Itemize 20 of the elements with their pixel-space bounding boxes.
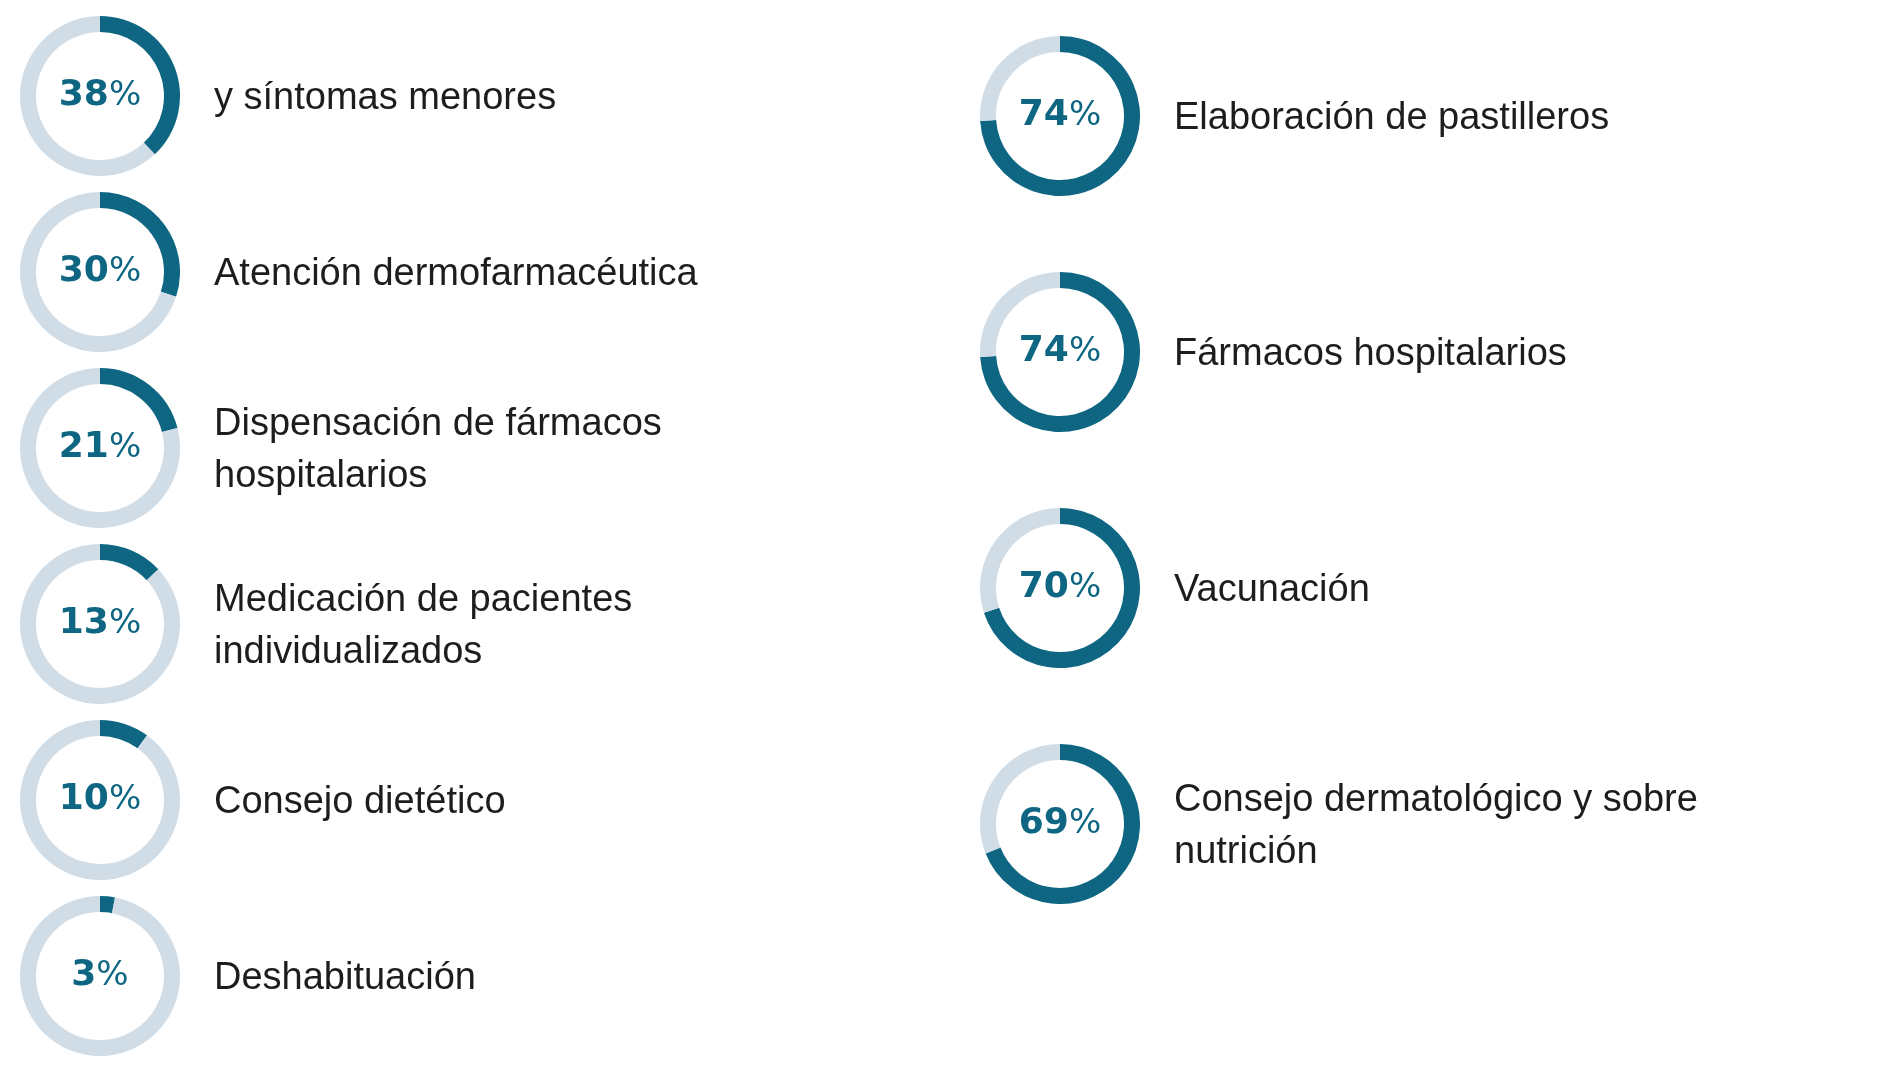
data-label: 38% (58, 72, 142, 114)
data-label: 74% (1018, 328, 1102, 370)
data-label: 10% (58, 776, 142, 818)
text: Medicación de pacientes individualizados (214, 576, 634, 673)
data-label: 69% (1018, 800, 1102, 842)
text: Deshabituación (214, 954, 477, 999)
data-label: 74% (1018, 92, 1102, 134)
text: Dispensación de fármacos hospitalarios (214, 400, 663, 497)
text: Elaboración de pastilleros (1174, 94, 1611, 139)
data-label: 13% (58, 600, 142, 642)
text: Atención dermofarmacéutica (214, 250, 699, 295)
data-label: 70% (1018, 564, 1102, 606)
text: Vacunación (1174, 566, 1371, 611)
data-label: 3% (71, 952, 129, 994)
data-label: 30% (58, 248, 142, 290)
text: Consejo dietético (214, 778, 507, 823)
text: Consejo dermatológico y sobre nutrición (1174, 776, 1699, 873)
data-label: 21% (58, 424, 142, 466)
text: Fármacos hospitalarios (1174, 330, 1568, 375)
text: y síntomas menores (214, 74, 558, 119)
